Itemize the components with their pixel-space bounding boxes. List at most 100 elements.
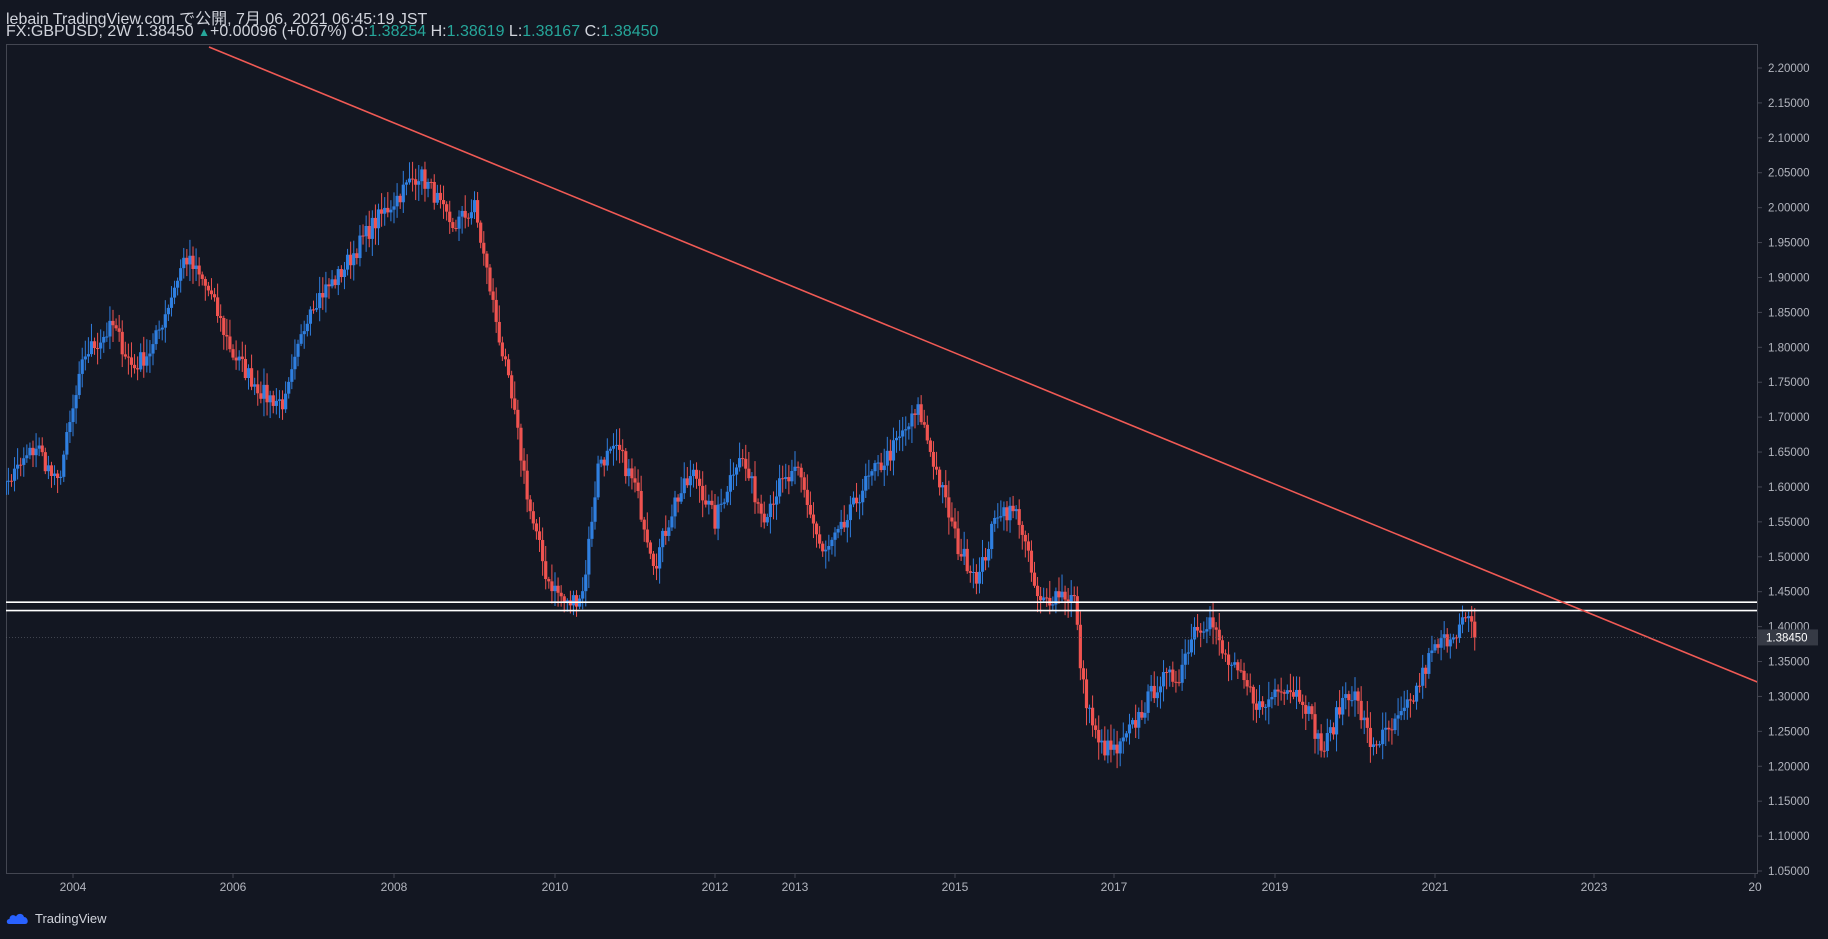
- candle-body: [358, 235, 362, 259]
- candle-body: [1448, 639, 1452, 647]
- candle-body: [642, 519, 646, 530]
- candle-body: [284, 393, 288, 410]
- candle-body: [602, 459, 606, 466]
- candle-body: [386, 207, 390, 213]
- candle-body: [102, 336, 106, 343]
- candle-body: [398, 195, 402, 203]
- candle-body: [839, 521, 843, 529]
- candle-body: [796, 466, 800, 468]
- candle-body: [237, 356, 241, 361]
- candle-body: [648, 542, 652, 554]
- candle-body: [1288, 690, 1292, 693]
- candle-body: [500, 342, 504, 357]
- candle-body: [1374, 744, 1379, 746]
- candle-body: [645, 529, 649, 543]
- candle-body: [414, 179, 418, 185]
- candle-body: [584, 574, 588, 592]
- candle-body: [1087, 707, 1092, 709]
- candle-body: [1365, 717, 1369, 728]
- candle-body: [691, 469, 696, 477]
- candle-body: [1341, 697, 1345, 715]
- candle-body: [744, 458, 748, 469]
- candle-body: [302, 331, 306, 335]
- candle-body: [1039, 596, 1043, 601]
- candle-body: [925, 424, 929, 441]
- candle-body: [1112, 744, 1116, 750]
- candle-body: [435, 192, 439, 203]
- candle-body: [636, 482, 640, 491]
- candle-body: [1261, 701, 1265, 708]
- candle-body: [410, 178, 415, 180]
- y-tick-label: 1.15000: [1768, 796, 1810, 808]
- candle-body: [349, 254, 353, 266]
- candle-body: [327, 284, 331, 287]
- candle-body: [22, 458, 26, 465]
- candle-body: [516, 409, 520, 428]
- candle-body: [854, 497, 859, 504]
- candle-body: [1165, 672, 1169, 674]
- candle-body: [1063, 591, 1067, 600]
- candle-body: [1457, 624, 1462, 639]
- tradingview-logo[interactable]: TradingView: [6, 911, 107, 926]
- candle-body: [928, 440, 932, 452]
- candle-body: [768, 503, 772, 518]
- candle-body: [861, 490, 865, 503]
- candle-body: [197, 265, 201, 275]
- candle-body: [974, 572, 979, 584]
- candle-body: [1078, 624, 1082, 669]
- candle-body: [793, 466, 797, 471]
- trendline[interactable]: [208, 46, 1828, 840]
- candle-body: [1023, 534, 1027, 542]
- candle-body: [710, 500, 714, 506]
- candle-body: [506, 359, 511, 376]
- candle-body: [596, 463, 600, 498]
- x-tick-label: 2008: [381, 880, 408, 894]
- candle-body: [901, 430, 905, 437]
- symbol-legend: FX:GBPUSD, 2W 1.38450 ▲+0.00096 (+0.07%)…: [6, 23, 658, 41]
- candle-body: [324, 284, 328, 298]
- candle-body: [1301, 701, 1305, 706]
- candle-body: [701, 485, 705, 501]
- candle-body: [1109, 740, 1113, 750]
- candle-body: [1066, 599, 1070, 602]
- candle-body: [445, 204, 449, 212]
- candle-body: [212, 294, 217, 298]
- candle-body: [311, 309, 316, 311]
- candle-body: [864, 476, 868, 491]
- candle-body: [77, 373, 81, 396]
- candle-body: [417, 181, 421, 185]
- candle-body: [105, 336, 109, 338]
- candle-body: [287, 381, 291, 394]
- candle-body: [209, 290, 214, 295]
- candle-body: [200, 274, 204, 279]
- candle-body: [1214, 627, 1218, 630]
- candle-body: [1011, 505, 1015, 512]
- candle-body: [993, 517, 997, 524]
- candle-body: [117, 328, 121, 332]
- y-tick-label: 1.60000: [1768, 482, 1810, 494]
- candle-body: [1393, 718, 1397, 731]
- candle-body: [404, 182, 408, 185]
- candle-body: [1350, 700, 1354, 702]
- candle-body: [722, 502, 726, 504]
- candle-body: [528, 499, 532, 512]
- candle-body: [96, 348, 100, 350]
- candle-body: [673, 497, 677, 517]
- footer-brand: TradingView: [35, 911, 107, 926]
- candle-body: [1177, 682, 1181, 684]
- candle-body: [6, 480, 7, 495]
- candle-body: [1199, 630, 1203, 633]
- candle-body: [1411, 700, 1416, 702]
- candle-body: [253, 384, 257, 387]
- candle-body: [679, 493, 683, 502]
- candle-body: [1347, 694, 1351, 701]
- candle-body: [519, 427, 523, 461]
- candle-body: [1310, 706, 1314, 715]
- candle-body: [510, 375, 514, 399]
- y-tick-label: 1.35000: [1768, 657, 1810, 669]
- candle-body: [919, 404, 923, 423]
- candle-body: [1390, 729, 1394, 731]
- candle-body: [108, 320, 112, 337]
- x-tick-label: 2013: [782, 880, 809, 894]
